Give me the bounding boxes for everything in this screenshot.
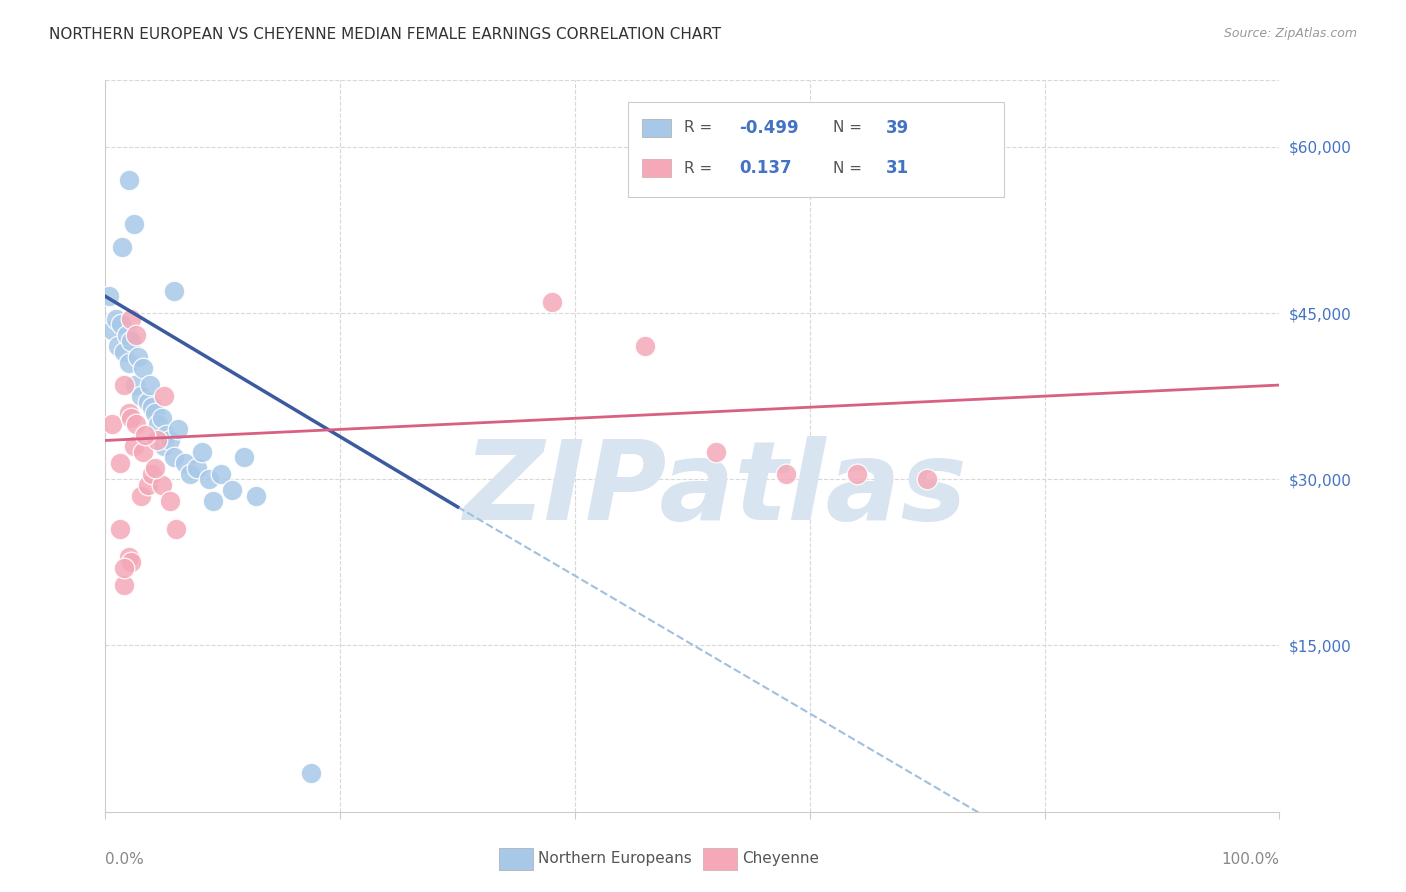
Point xyxy=(167,422,190,436)
Text: 31: 31 xyxy=(886,159,910,177)
FancyBboxPatch shape xyxy=(643,119,671,137)
Point xyxy=(845,467,868,481)
FancyBboxPatch shape xyxy=(643,159,671,178)
Point xyxy=(299,766,322,780)
Point xyxy=(112,577,135,591)
Point xyxy=(540,294,562,309)
Point xyxy=(155,428,177,442)
Point xyxy=(153,389,176,403)
Text: NORTHERN EUROPEAN VS CHEYENNE MEDIAN FEMALE EARNINGS CORRELATION CHART: NORTHERN EUROPEAN VS CHEYENNE MEDIAN FEM… xyxy=(49,27,721,42)
Point xyxy=(118,173,141,187)
Point xyxy=(129,389,152,403)
Point xyxy=(141,467,163,481)
Point xyxy=(112,378,135,392)
Point xyxy=(120,334,142,348)
Point xyxy=(179,467,201,481)
Point xyxy=(202,494,225,508)
Point xyxy=(162,284,184,298)
Text: Cheyenne: Cheyenne xyxy=(742,852,820,866)
Point xyxy=(150,411,173,425)
Text: N =: N = xyxy=(834,161,868,176)
Text: R =: R = xyxy=(685,120,717,136)
Point xyxy=(139,378,162,392)
Point xyxy=(165,522,187,536)
Point xyxy=(120,555,142,569)
Point xyxy=(101,417,124,431)
Point xyxy=(127,351,149,365)
Point xyxy=(112,561,135,575)
Point xyxy=(107,339,129,353)
Point xyxy=(98,289,121,303)
Text: Source: ZipAtlas.com: Source: ZipAtlas.com xyxy=(1223,27,1357,40)
Point xyxy=(125,417,148,431)
Point xyxy=(162,450,184,464)
Point xyxy=(132,444,155,458)
Point xyxy=(112,344,135,359)
Text: N =: N = xyxy=(834,120,868,136)
Point xyxy=(136,394,159,409)
Point xyxy=(148,417,170,431)
Point xyxy=(122,218,145,232)
Point xyxy=(190,444,212,458)
Text: -0.499: -0.499 xyxy=(740,119,799,136)
Point xyxy=(197,472,219,486)
Point xyxy=(146,434,169,448)
Point xyxy=(134,428,156,442)
Point xyxy=(153,439,176,453)
Point xyxy=(150,477,173,491)
Point xyxy=(917,472,939,486)
Point xyxy=(111,239,134,253)
Point xyxy=(174,456,197,470)
Point xyxy=(120,311,142,326)
Point xyxy=(105,311,128,326)
Point xyxy=(141,401,163,415)
Point xyxy=(110,317,132,331)
Point xyxy=(136,477,159,491)
Point xyxy=(124,378,146,392)
Point xyxy=(118,356,141,370)
Point xyxy=(159,434,181,448)
Point xyxy=(245,489,267,503)
Point xyxy=(209,467,232,481)
Point xyxy=(101,323,124,337)
Text: ZIPatlas: ZIPatlas xyxy=(464,436,967,543)
Point xyxy=(221,483,243,498)
Point xyxy=(143,461,166,475)
Text: R =: R = xyxy=(685,161,717,176)
Text: Northern Europeans: Northern Europeans xyxy=(538,852,692,866)
Point xyxy=(186,461,208,475)
FancyBboxPatch shape xyxy=(628,103,1004,197)
Point xyxy=(233,450,256,464)
Point xyxy=(129,489,152,503)
Point xyxy=(125,328,148,343)
Point xyxy=(634,339,657,353)
Point xyxy=(159,494,181,508)
Point xyxy=(143,406,166,420)
Point xyxy=(122,439,145,453)
Text: 100.0%: 100.0% xyxy=(1222,852,1279,867)
Point xyxy=(118,549,141,564)
Text: 0.137: 0.137 xyxy=(740,159,792,177)
Text: 39: 39 xyxy=(886,119,910,136)
Point xyxy=(118,406,141,420)
Point xyxy=(120,411,142,425)
Text: 0.0%: 0.0% xyxy=(105,852,145,867)
Point xyxy=(775,467,797,481)
Point xyxy=(704,444,727,458)
Point xyxy=(108,522,131,536)
Point xyxy=(115,328,138,343)
Point xyxy=(132,361,155,376)
Point xyxy=(108,456,131,470)
